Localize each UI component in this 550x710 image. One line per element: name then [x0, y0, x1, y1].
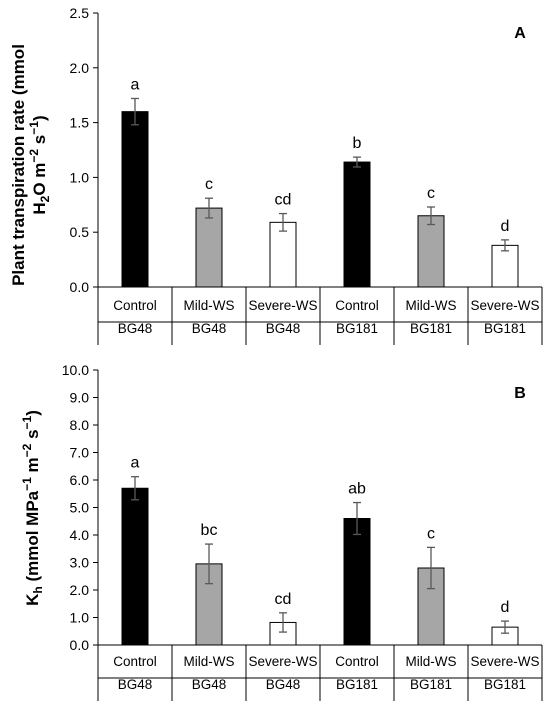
- x-category-label: Control: [113, 298, 157, 313]
- y-tick-label: 7.0: [70, 445, 90, 461]
- x-category-label: Control: [113, 654, 157, 669]
- y-tick-label: 5.0: [70, 500, 90, 516]
- y-tick-label: 2.5: [70, 5, 90, 21]
- x-genotype-label: BG48: [266, 321, 301, 336]
- x-genotype-label: BG48: [118, 321, 153, 336]
- bar: [121, 111, 149, 288]
- x-genotype-label: BG48: [118, 677, 153, 692]
- y-tick-label: 8.0: [70, 417, 90, 433]
- x-category-label: Mild-WS: [406, 654, 457, 669]
- significance-letter: bc: [201, 522, 218, 539]
- x-genotype-label: BG48: [266, 677, 301, 692]
- bar: [269, 221, 297, 288]
- y-axis-label-b: Kh (mmol MPa−1 m−2 s−1): [20, 410, 45, 606]
- x-genotype-label: BG181: [484, 677, 526, 692]
- x-genotype-label: BG181: [336, 321, 378, 336]
- panel-label-a: A: [514, 25, 526, 42]
- y-tick-label: 9.0: [70, 390, 90, 406]
- significance-letter: cd: [275, 192, 292, 209]
- y-tick-label: 1.0: [70, 610, 90, 626]
- y-axis-label-line1: Plant transpiration rate (mmol: [9, 44, 28, 286]
- y-tick-label: 0.0: [70, 279, 90, 295]
- y-tick-label: 1.0: [70, 169, 90, 185]
- x-category-label: Mild-WS: [406, 298, 457, 313]
- x-genotype-label: BG48: [192, 321, 227, 336]
- y-tick-label: 0.5: [70, 224, 90, 240]
- y-tick-label: 4.0: [70, 527, 90, 543]
- x-category-label: Control: [335, 654, 379, 669]
- y-tick-label: 3.0: [70, 555, 90, 571]
- y-tick-label: 10.0: [62, 362, 89, 378]
- y-axis-label-line2: H2O m−2 s−1): [27, 115, 52, 214]
- x-category-label: Severe-WS: [470, 654, 539, 669]
- significance-letter: a: [131, 76, 140, 93]
- bar: [121, 487, 149, 646]
- x-category-label: Mild-WS: [184, 654, 235, 669]
- bar: [417, 215, 445, 288]
- significance-letter: ab: [348, 481, 366, 498]
- x-category-label: Severe-WS: [248, 298, 317, 313]
- y-tick-label: 0.0: [70, 637, 90, 653]
- x-category-label: Mild-WS: [184, 298, 235, 313]
- y-tick-label: 1.5: [70, 115, 90, 131]
- y-tick-label: 2.0: [70, 60, 90, 76]
- y-tick-label: 2.0: [70, 582, 90, 598]
- x-genotype-label: BG181: [484, 321, 526, 336]
- significance-letter: d: [501, 599, 510, 616]
- significance-letter: c: [205, 176, 213, 193]
- x-category-label: Severe-WS: [470, 298, 539, 313]
- bar: [343, 161, 371, 288]
- significance-letter: c: [427, 185, 435, 202]
- bar: [343, 518, 371, 646]
- significance-letter: d: [501, 218, 510, 235]
- significance-letter: b: [353, 135, 362, 152]
- bar: [491, 244, 519, 288]
- x-category-label: Severe-WS: [248, 654, 317, 669]
- significance-letter: c: [427, 525, 435, 542]
- chart-panel-b: Kh (mmol MPa−1 m−2 s−1) B 0.0 1.0 2.0 3.0 4.…: [20, 362, 543, 701]
- bar: [195, 207, 223, 288]
- x-genotype-label: BG181: [336, 677, 378, 692]
- chart-panel-a: Plant transpiration rate (mmol H2O m−2 s…: [9, 5, 543, 345]
- x-category-label: Control: [335, 298, 379, 313]
- y-tick-label: 6.0: [70, 472, 90, 488]
- significance-letter: cd: [275, 591, 292, 608]
- significance-letter: a: [131, 455, 140, 472]
- x-genotype-label: BG181: [410, 677, 452, 692]
- x-genotype-label: BG181: [410, 321, 452, 336]
- x-genotype-label: BG48: [192, 677, 227, 692]
- panel-label-b: B: [514, 385, 526, 402]
